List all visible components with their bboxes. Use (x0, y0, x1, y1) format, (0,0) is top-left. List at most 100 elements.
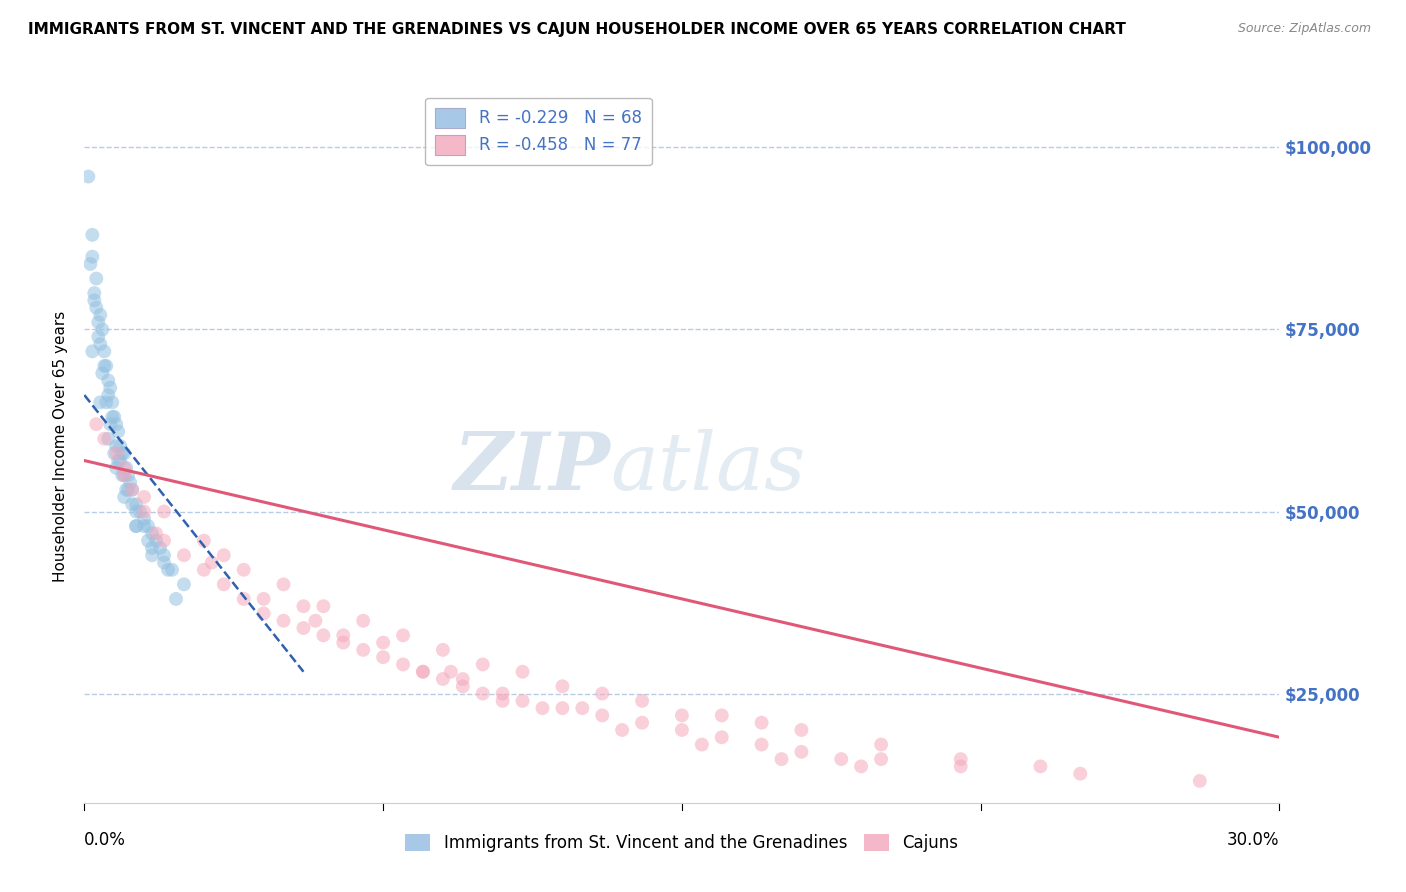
Point (77, 169, 100, 184)
Point (440, 665, 463, 679)
Point (193, 533, 215, 548)
Point (412, 665, 434, 679)
Point (111, 468, 134, 483)
Point (93, 432, 115, 446)
Point (93, 359, 115, 373)
Point (710, 731, 733, 745)
Point (451, 679, 474, 693)
Point (103, 446, 125, 460)
Point (82, 227, 104, 242)
Point (165, 591, 187, 606)
Point (105, 417, 128, 432)
Point (612, 723, 634, 737)
Point (492, 687, 515, 701)
Point (87, 330, 110, 344)
Point (432, 643, 454, 657)
Point (132, 504, 156, 518)
Point (121, 483, 143, 497)
Point (145, 533, 167, 548)
Point (312, 628, 335, 642)
Point (89, 337, 111, 351)
Point (332, 635, 354, 649)
Point (83, 293, 105, 308)
Point (1069, 766, 1091, 780)
Point (352, 614, 374, 628)
Point (97, 388, 120, 402)
Point (253, 591, 276, 606)
Point (125, 497, 148, 511)
Point (273, 577, 295, 591)
Legend: Immigrants from St. Vincent and the Grenadines, Cajuns: Immigrants from St. Vincent and the Gren… (399, 827, 965, 859)
Point (112, 468, 135, 483)
Point (571, 701, 593, 715)
Point (1188, 774, 1211, 789)
Point (471, 687, 494, 701)
Point (751, 715, 773, 730)
Point (949, 759, 972, 773)
Point (136, 533, 159, 548)
Point (101, 409, 124, 424)
Point (105, 446, 128, 460)
Point (82, 344, 104, 359)
Point (352, 643, 374, 657)
Point (132, 519, 156, 533)
Point (120, 475, 142, 490)
Point (83, 286, 105, 301)
Point (97, 432, 120, 446)
Point (79, 257, 101, 271)
Point (710, 708, 733, 723)
Point (125, 519, 148, 533)
Point (870, 752, 893, 766)
Point (86, 417, 108, 432)
Point (103, 409, 125, 424)
Point (112, 446, 135, 460)
Point (115, 460, 138, 475)
Point (232, 591, 254, 606)
Point (96, 395, 118, 409)
Point (89, 395, 111, 409)
Point (93, 344, 115, 359)
Point (141, 548, 163, 562)
Point (105, 439, 128, 453)
Point (86, 301, 108, 315)
Point (304, 614, 326, 628)
Text: IMMIGRANTS FROM ST. VINCENT AND THE GRENADINES VS CAJUN HOUSEHOLDER INCOME OVER : IMMIGRANTS FROM ST. VINCENT AND THE GREN… (28, 22, 1126, 37)
Point (98, 381, 121, 395)
Point (112, 468, 135, 483)
Point (671, 708, 693, 723)
Point (512, 665, 534, 679)
Point (105, 460, 128, 475)
Point (112, 460, 135, 475)
Point (232, 563, 254, 577)
Point (412, 665, 434, 679)
Point (87, 315, 110, 329)
Point (132, 512, 156, 526)
Point (292, 599, 315, 614)
Point (253, 607, 276, 621)
Point (531, 701, 554, 715)
Point (153, 533, 176, 548)
Point (451, 672, 474, 686)
Point (153, 548, 176, 562)
Point (671, 723, 693, 737)
Point (125, 519, 148, 533)
Point (551, 701, 574, 715)
Point (145, 526, 167, 541)
Point (86, 271, 108, 285)
Point (949, 752, 972, 766)
Point (201, 556, 224, 570)
Point (690, 738, 713, 752)
Point (96, 359, 118, 373)
Point (312, 599, 335, 614)
Point (591, 687, 613, 701)
Point (492, 694, 515, 708)
Point (117, 483, 139, 497)
Point (273, 614, 295, 628)
Point (292, 621, 315, 635)
Point (110, 453, 132, 467)
Point (591, 708, 613, 723)
Point (112, 490, 135, 504)
Point (790, 745, 813, 759)
Text: 0.0%: 0.0% (84, 831, 127, 849)
Point (141, 526, 163, 541)
